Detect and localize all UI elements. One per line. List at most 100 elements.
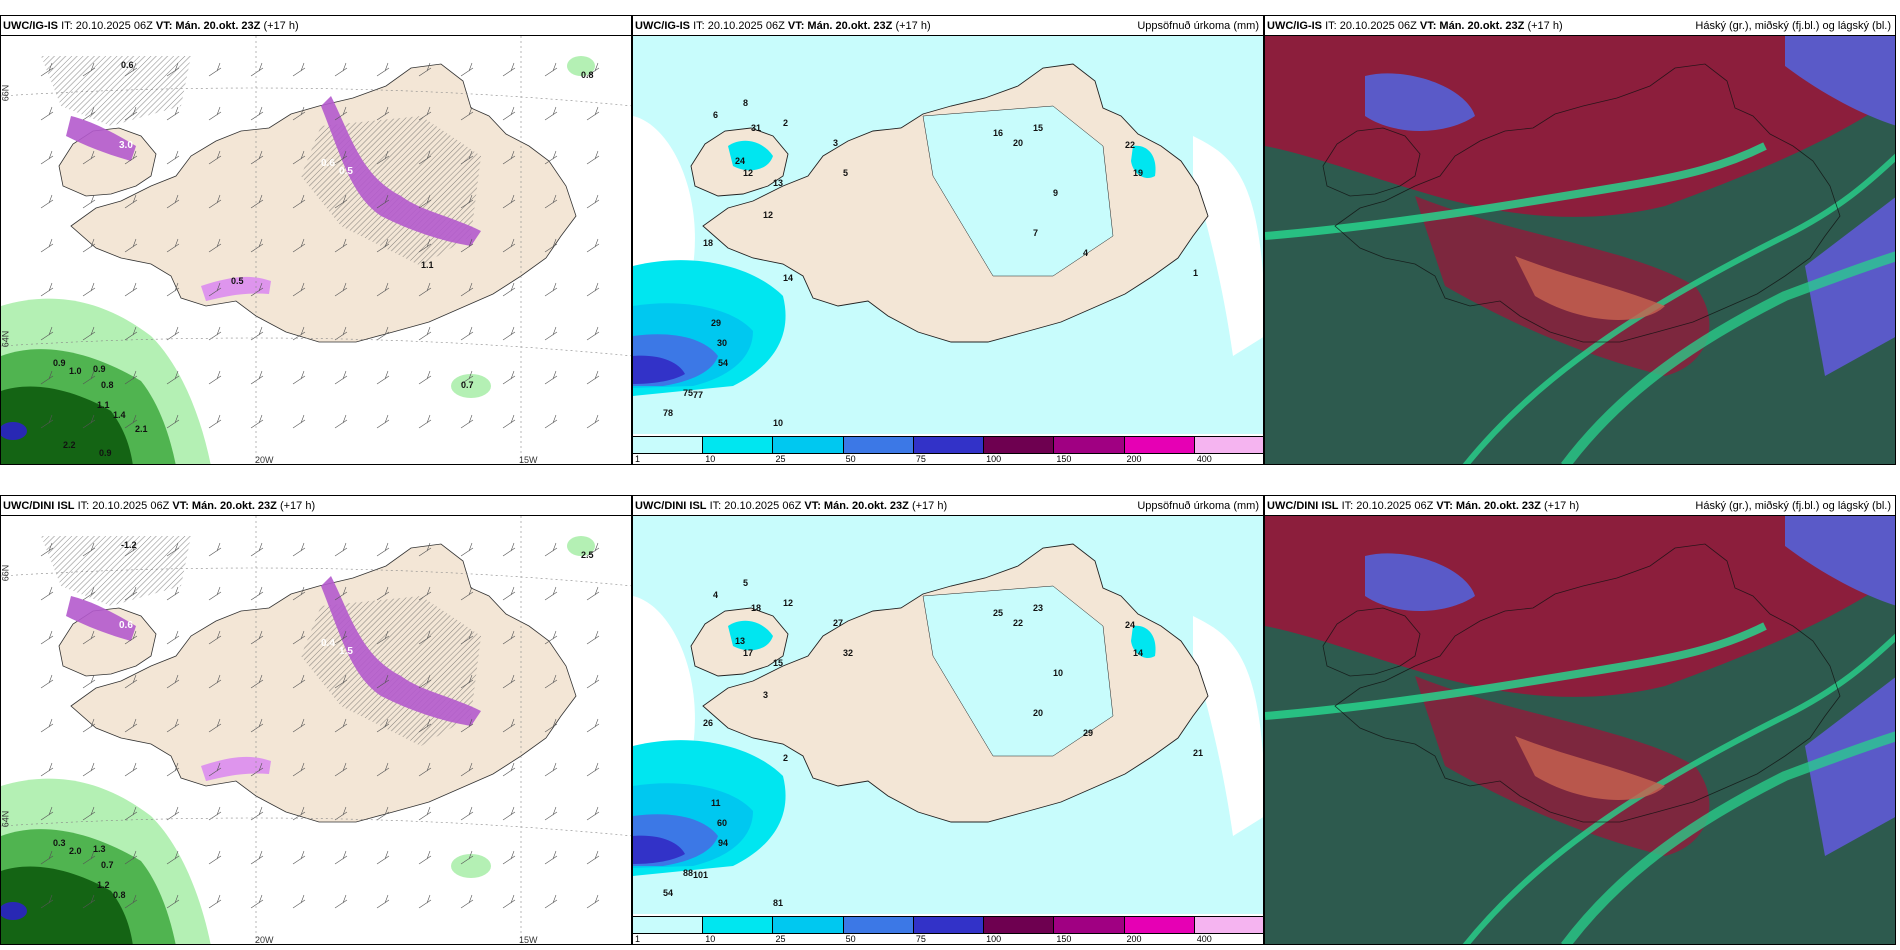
wind-barb (418, 370, 432, 385)
wind-barb (292, 370, 306, 385)
wind-barb (334, 894, 348, 909)
no-precip-area (1193, 136, 1263, 356)
wind-barb (586, 238, 600, 253)
wind-barb (292, 850, 306, 865)
wind-barb (418, 894, 432, 909)
wind-barb (460, 630, 474, 645)
wind-barb (208, 762, 222, 777)
wind-barb (40, 326, 54, 341)
value-label: 0.7 (461, 380, 474, 390)
value-label: 54 (718, 358, 728, 368)
lon-label-15w: 15W (519, 455, 538, 465)
value-label: 1.3 (161, 136, 175, 147)
value-label: 11 (711, 798, 721, 808)
wind-barb (544, 586, 558, 601)
header-product: Uppsöfnuð úrkoma (mm) (1137, 20, 1259, 32)
wind-barb (586, 414, 600, 429)
iceland-outline (1334, 63, 1841, 343)
map-svg: 0.60.83.0 1.30.60.50.91.0 0.90.81.11.42.12… (1, 36, 631, 464)
parallel-line (1, 817, 631, 837)
wind-barb (292, 238, 306, 253)
map-area (1265, 516, 1895, 944)
value-label: 0.8 (101, 380, 114, 390)
wind-barb (166, 630, 180, 645)
colorbar-label: 150 (1056, 934, 1072, 944)
header-vt: VT: Mán. 20.okt. 23Z (172, 500, 277, 512)
value-label: 13 (773, 178, 783, 188)
colorbar-label: 100 (986, 454, 1002, 464)
rain-light-spot (451, 854, 491, 878)
wind-barb (124, 414, 138, 429)
map-area (1265, 36, 1895, 464)
wind-barb (460, 586, 474, 601)
value-label: 2.5 (581, 550, 594, 560)
header-product: Uppsöfnuð úrkoma (mm) (1137, 500, 1259, 512)
wind-barb (376, 150, 390, 165)
colorbar-legend: 1 10 25 50 75 100 150 200 400 (633, 434, 1263, 464)
wind-barb (418, 762, 432, 777)
value-label: 30 (717, 338, 727, 348)
wind-barb (292, 542, 306, 557)
wind-barb (250, 370, 264, 385)
wind-barb (376, 850, 390, 865)
colorbar-swatch (984, 437, 1055, 453)
wind-barb (502, 762, 516, 777)
wind-barb (124, 762, 138, 777)
header-it: IT: 20.10.2025 06Z (1325, 20, 1417, 32)
wind-barb (460, 762, 474, 777)
wind-barb (82, 630, 96, 645)
value-label: 3 (763, 690, 768, 700)
header-lead: (+17 h) (1543, 500, 1580, 512)
wind-barb (418, 106, 432, 121)
panel-header: UWC/IG-IS IT: 20.10.2025 06Z VT: Mán. 20… (1265, 16, 1895, 36)
wind-barb (40, 586, 54, 601)
wind-barb (166, 806, 180, 821)
wind-barb (334, 238, 348, 253)
wind-barb (418, 194, 432, 209)
colorbar-swatch (1124, 437, 1195, 453)
wind-barb (166, 194, 180, 209)
colorbar-swatch (843, 917, 914, 933)
wind-barb (544, 150, 558, 165)
low-cloud-area (1805, 677, 1895, 856)
value-label: -1.2 (121, 540, 137, 550)
value-label: 25 (993, 608, 1003, 618)
wind-barb (544, 370, 558, 385)
value-label: 7 (1033, 228, 1038, 238)
wind-barb (82, 674, 96, 689)
wind-barb (544, 630, 558, 645)
wind-barb (334, 630, 348, 645)
wind-barb (124, 326, 138, 341)
lat-label-64n: 64N (0, 330, 11, 348)
colorbar-label: 200 (1126, 934, 1142, 944)
value-label: 2.2 (63, 440, 76, 450)
colorbar-swatch (633, 437, 704, 453)
wind-barb (40, 850, 54, 865)
wind-barb (418, 542, 432, 557)
wind-barb (418, 806, 432, 821)
wind-barb (124, 718, 138, 733)
wind-barb (40, 414, 54, 429)
map-svg: -1.2 2.5 0.6 1.0 0.4 1.5 0.32.0 1.3 0.7 1.20.8 (1, 516, 631, 944)
map-svg (1265, 516, 1895, 944)
panel-header: UWC/DINI ISL IT: 20.10.2025 06Z VT: Mán.… (1265, 496, 1895, 516)
wind-barb (418, 586, 432, 601)
wind-barb (250, 586, 264, 601)
value-label: 5 (743, 578, 748, 588)
wind-barb (586, 150, 600, 165)
wind-barb (376, 542, 390, 557)
wind-barb (250, 542, 264, 557)
wind-barb (502, 894, 516, 909)
wind-barb (460, 850, 474, 865)
wind-barb (460, 106, 474, 121)
westfjords-outline (1322, 607, 1421, 677)
wind-barb (40, 542, 54, 557)
value-label: 3 (833, 138, 838, 148)
header-lead: (+17 h) (1527, 20, 1563, 32)
wind-barb (166, 238, 180, 253)
header-lead: (+17 h) (895, 20, 931, 32)
wind-barb (166, 370, 180, 385)
wind-barb (586, 718, 600, 733)
colorbar-label: 25 (775, 454, 786, 464)
